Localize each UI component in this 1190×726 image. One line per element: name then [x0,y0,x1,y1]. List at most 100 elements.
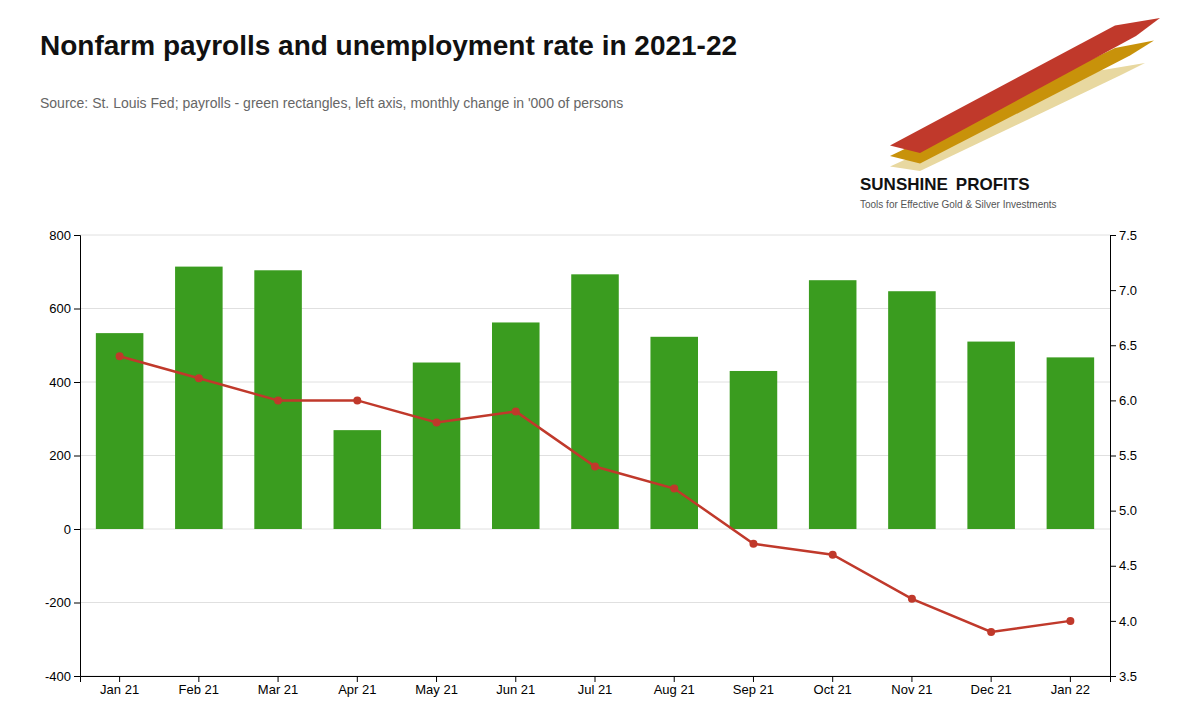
tick-label: Dec 21 [971,682,1012,697]
tick-label: 3.5 [1119,669,1137,684]
tick-mark [991,676,992,682]
plot: Jan 21 Feb 21 Mar 21 Apr 21 May 21 Jun 21 Jul … [45,228,1137,698]
tick: 600 [49,301,80,316]
x-axis: Jan 21 Feb 21 Mar 21 Apr 21 May 21 Jun 21 Jul … [81,676,1111,697]
tick-mark [278,676,279,682]
tick: Sep 21 [733,676,774,697]
tick: Oct 21 [814,676,852,697]
chart: Nonfarm payrolls and unemployment rate i… [0,0,1190,726]
tick-mark [595,676,596,682]
tick-label: -400 [45,669,71,684]
tick-mark [1110,456,1116,457]
bar [809,280,857,529]
tick: Nov 21 [891,676,932,697]
tick: Feb 21 [179,676,219,697]
tick-label: Apr 21 [338,682,376,697]
tick-mark [119,676,120,682]
tick-mark [357,676,358,682]
tick-mark [1110,676,1116,677]
bar [571,274,619,529]
tick: 800 [49,228,80,243]
tick: 5.5 [1110,448,1137,463]
tick-mark [74,529,80,530]
tick-label: 6.5 [1119,338,1137,353]
tick-label: 400 [49,375,71,390]
tick-mark [198,676,199,682]
marker-series [116,352,1075,636]
tick: Jan 22 [1051,676,1090,697]
tick-label: 4.5 [1119,558,1137,573]
tick-mark [1110,400,1116,401]
tick: Aug 21 [654,676,695,697]
tick-mark [74,235,80,236]
title: Nonfarm payrolls and unemployment rate i… [40,30,737,61]
tick-mark [74,382,80,383]
marker [195,374,203,382]
tick-mark [74,309,80,310]
tick: -400 [45,669,80,684]
bar [175,267,223,529]
tick: Dec 21 [971,676,1012,697]
tick: Mar 21 [258,676,298,697]
y2-axis: 3.54.04.55.05.56.06.57.07.5 [1110,228,1137,684]
tick-label: Oct 21 [814,682,852,697]
tick-label: Jan 22 [1051,682,1090,697]
tick: 200 [49,448,80,463]
bar [967,342,1015,529]
annotation: PROFITS [956,175,1030,194]
grid-line [80,602,1110,603]
tick: 6.5 [1110,338,1137,353]
subtitle: Source: St. Louis Fed; payrolls - green … [40,95,623,111]
marker [749,540,757,548]
tick-label: 200 [49,448,71,463]
tick-mark [911,676,912,682]
axis-line [1111,236,1117,677]
tick: 7.5 [1110,228,1137,243]
tick-mark [1110,621,1116,622]
tick: May 21 [415,676,458,697]
tick-label: Jan 21 [100,682,139,697]
tick-label: Nov 21 [891,682,932,697]
tick: 0 [64,522,80,537]
annotation: SUNSHINE [860,175,948,194]
tick-mark [1110,290,1116,291]
tick-mark [1110,235,1116,236]
tick-label: 0 [64,522,71,537]
logo-shape [890,18,1160,153]
y-axis: -400 -200 0 200 400 600 800 [45,228,81,684]
tick-label: Mar 21 [258,682,298,697]
bar-series [96,267,1094,529]
grid [80,235,1110,676]
tick-label: Sep 21 [733,682,774,697]
axis-line [74,236,81,677]
tick: 4.5 [1110,558,1137,573]
bar [730,371,778,529]
marker [591,463,599,471]
axis-line [81,677,1111,683]
tick-label: Jun 21 [496,682,535,697]
tick: 400 [49,375,80,390]
tick-label: Feb 21 [179,682,219,697]
annotation: Tools for Effective Gold & Silver Invest… [860,199,1057,210]
bar [888,291,936,529]
tick: 7.0 [1110,283,1137,298]
marker [512,407,520,415]
tick-label: May 21 [415,682,458,697]
tick-label: 7.0 [1119,283,1137,298]
tick-mark [753,676,754,682]
tick: Jan 21 [100,676,139,697]
tick-mark [1110,345,1116,346]
tick-mark [436,676,437,682]
bar [334,430,382,529]
tick: Jul 21 [578,676,613,697]
tick: Apr 21 [338,676,376,697]
logo: SUNSHINE PROFITS Tools for Effective Gold … [860,18,1160,210]
tick: -200 [45,595,80,610]
tick-mark [74,456,80,457]
tick-label: 6.0 [1119,393,1137,408]
bar [492,322,540,529]
tick-mark [74,603,80,604]
tick-label: 5.0 [1119,503,1137,518]
marker [274,396,282,404]
marker [116,352,124,360]
